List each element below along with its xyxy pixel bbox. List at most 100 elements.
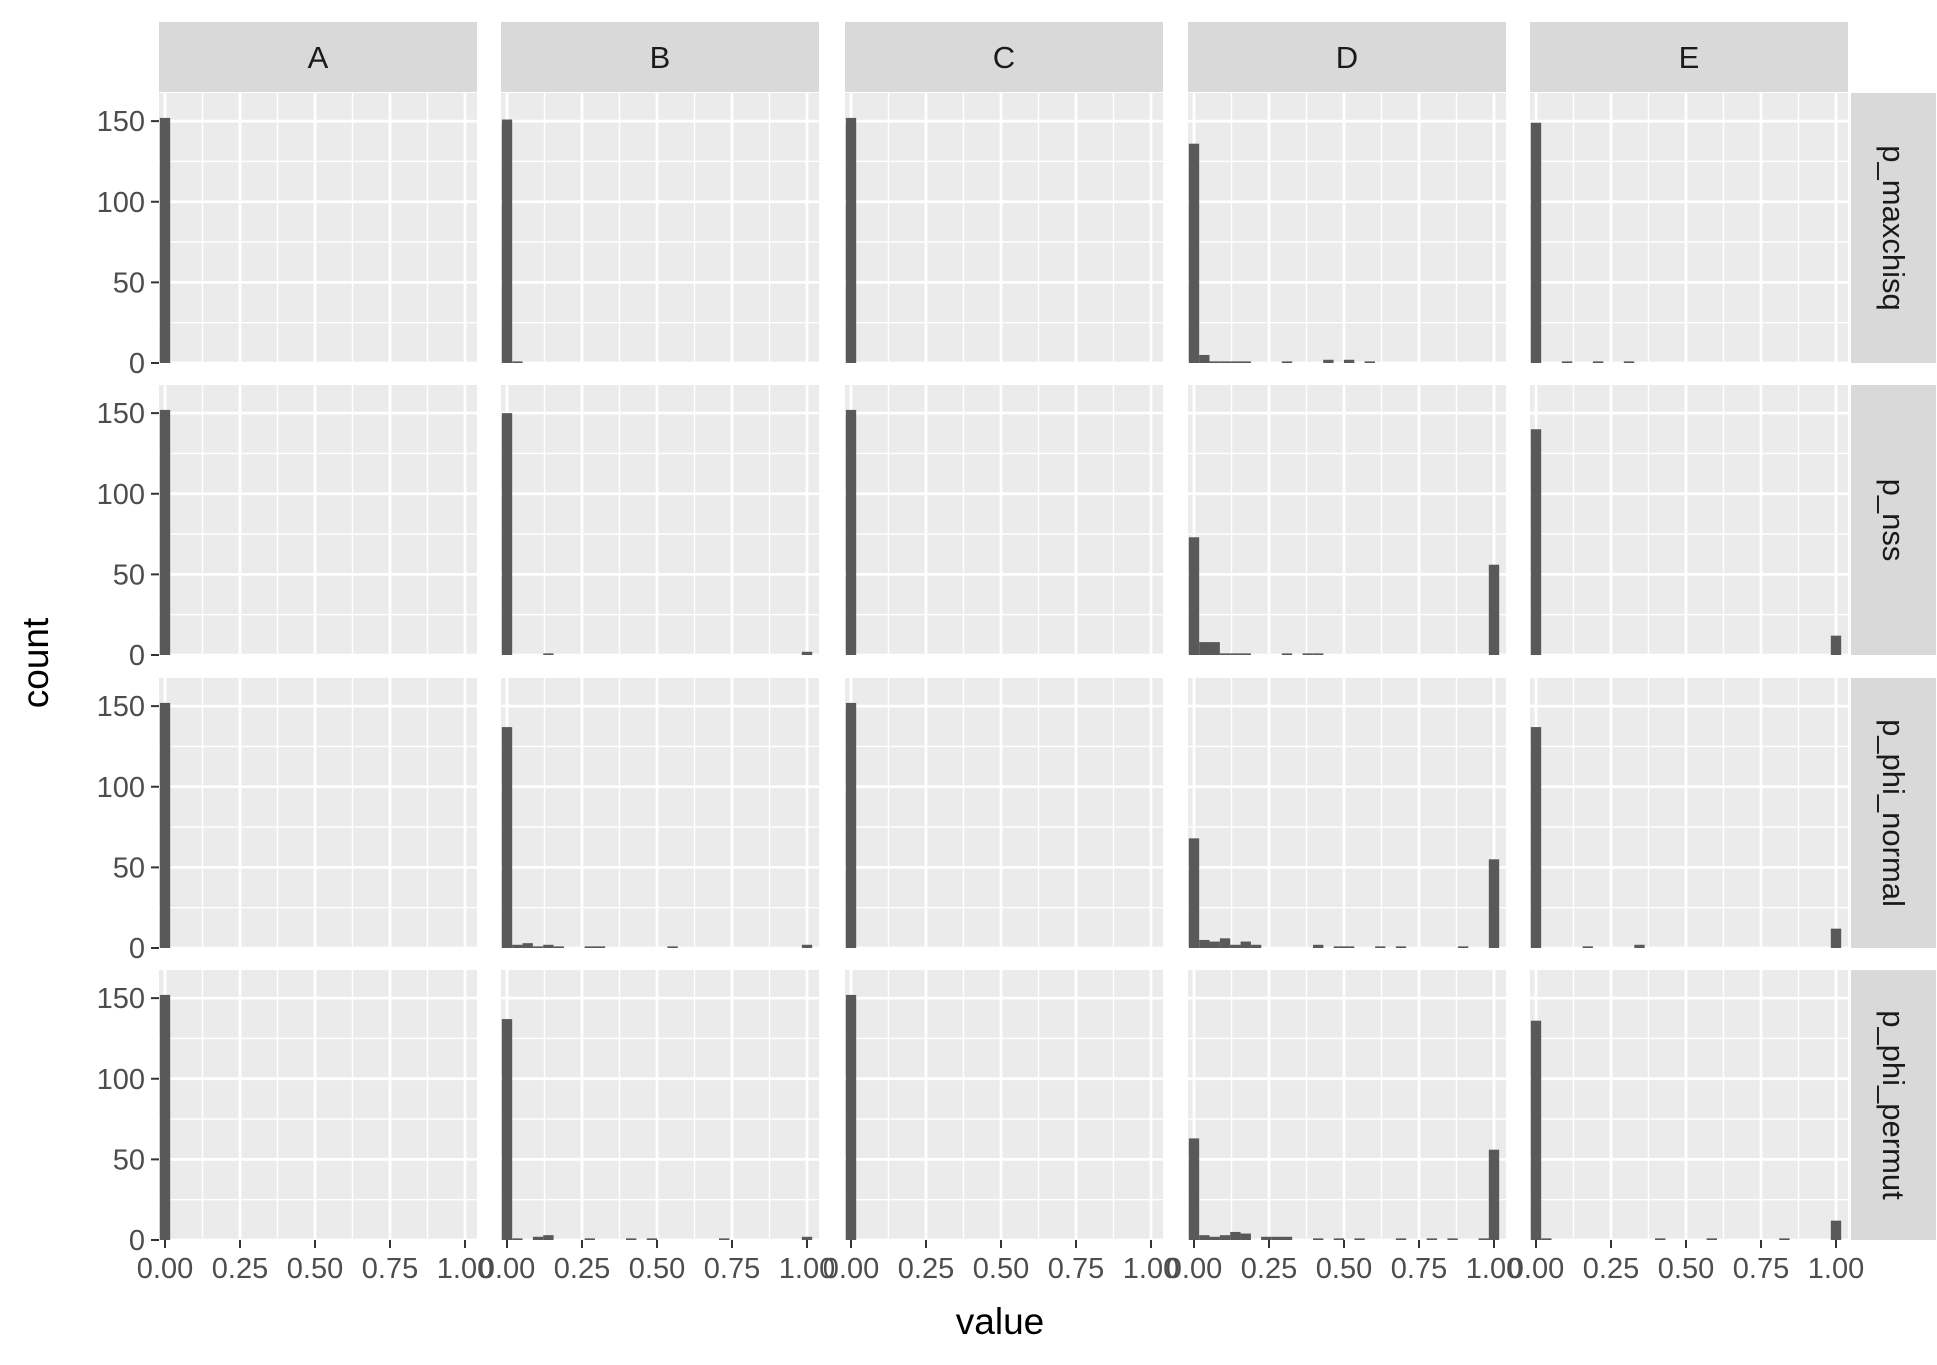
panel-background [159, 93, 477, 363]
histogram-bar [1281, 1236, 1293, 1240]
strip-label: C [993, 40, 1015, 75]
histogram-bar [532, 946, 544, 948]
x-tick-label: 0.25 [1583, 1253, 1639, 1285]
panels-layer [159, 93, 1848, 1242]
histogram-bar [1188, 1138, 1200, 1240]
y-tick-label: 100 [97, 1064, 145, 1096]
x-tick-label: 0.00 [1166, 1253, 1222, 1285]
histogram-bar [1488, 859, 1500, 948]
x-axis-title: value [956, 1301, 1044, 1342]
histogram-bar [845, 994, 857, 1240]
histogram-bar [1199, 642, 1210, 655]
x-tick-label: 0.00 [1508, 1253, 1564, 1285]
histogram-bar [646, 1238, 658, 1240]
histogram-bar [1830, 928, 1842, 948]
histogram-bar [1333, 1238, 1345, 1240]
x-tick-label: 0.25 [1241, 1253, 1297, 1285]
histogram-bar [1530, 727, 1542, 948]
x-tick-label: 0.50 [973, 1253, 1029, 1285]
strip-label: B [650, 40, 671, 75]
histogram-bar [1313, 944, 1324, 948]
y-tick-label: 50 [113, 852, 145, 884]
histogram-bar [532, 1236, 544, 1240]
histogram-bar [543, 653, 554, 655]
histogram-bar [1655, 1238, 1666, 1240]
x-tick-label: 0.75 [362, 1253, 418, 1285]
histogram-bar [1271, 1236, 1282, 1240]
panel-c-p-maxchisq [845, 93, 1163, 365]
y-tick-label: 150 [97, 983, 145, 1015]
panel-b-p-nss [501, 385, 819, 657]
panel-d-p-phi-normal [1188, 678, 1506, 950]
strip-background [1851, 385, 1936, 655]
x-tick-label: 0.00 [137, 1253, 193, 1285]
histogram-bar [1333, 946, 1345, 948]
x-tick-label: 0.50 [1658, 1253, 1714, 1285]
y-tick-label: 100 [97, 187, 145, 219]
histogram-bar [584, 1238, 595, 1240]
histogram-bar [1830, 1220, 1842, 1240]
histogram-bar [1323, 359, 1334, 363]
panel-a-p-phi-normal [159, 678, 477, 950]
histogram-bar [1530, 429, 1542, 655]
histogram-bar [1209, 941, 1220, 948]
histogram-bar [553, 946, 564, 948]
panel-background [159, 970, 477, 1240]
histogram-bar [1592, 361, 1604, 363]
strip-background [1851, 93, 1936, 363]
panel-background [501, 970, 819, 1240]
panel-a-p-nss [159, 385, 477, 657]
histogram-bar [1478, 1238, 1489, 1240]
strip-row-p-phi-normal: p_phi_normal [1851, 678, 1936, 948]
histogram-bar [1530, 122, 1542, 363]
histogram-bar [1457, 946, 1469, 948]
histogram-bar [1188, 838, 1200, 948]
panel-background [1188, 93, 1506, 363]
histogram-bar [501, 413, 513, 655]
y-tick-label: 150 [97, 106, 145, 138]
panel-d-p-phi-permut [1188, 970, 1506, 1242]
histogram-bar [512, 944, 523, 948]
panel-b-p-maxchisq [501, 93, 819, 365]
histogram-bar [1779, 1238, 1790, 1240]
histogram-bar [159, 117, 171, 364]
strip-label: D [1336, 40, 1358, 75]
strip-column-d: D [1188, 22, 1506, 92]
panel-background [1530, 970, 1848, 1240]
panel-b-p-phi-normal [501, 678, 819, 950]
histogram-bar [801, 944, 813, 948]
strip-row-p-phi-permut: p_phi_permut [1851, 970, 1936, 1240]
x-tick-label: 0.50 [287, 1253, 343, 1285]
y-tick-label: 0 [129, 640, 145, 672]
histogram-bar [159, 994, 171, 1240]
histogram-bar [1426, 1238, 1438, 1240]
x-tick-label: 1.00 [1466, 1253, 1522, 1285]
histogram-bar [1209, 642, 1220, 655]
x-tick-label: 0.50 [1316, 1253, 1372, 1285]
strip-background [501, 22, 819, 92]
y-tick-label: 150 [97, 691, 145, 723]
x-tick-label: 0.75 [1733, 1253, 1789, 1285]
strip-background [1188, 22, 1506, 92]
strip-background [1851, 678, 1936, 948]
panel-background [159, 678, 477, 948]
panel-background [501, 678, 819, 948]
histogram-bar [845, 702, 857, 948]
histogram-bar [522, 943, 533, 948]
x-tick-label: 1.00 [437, 1253, 493, 1285]
panel-background [845, 970, 1163, 1240]
histogram-bar [1364, 361, 1375, 363]
histogram-bar [584, 946, 595, 948]
panel-c-p-phi-permut [845, 970, 1163, 1242]
strips-layer: A B C D Ep_maxchisq p_nss p_phi_normal p_phi_pe… [159, 22, 1936, 1240]
histogram-bar [543, 1235, 554, 1240]
histogram-bar [501, 727, 513, 948]
histogram-bar [512, 1238, 523, 1240]
panel-b-p-phi-permut [501, 970, 819, 1242]
strip-label: p_maxchisq [1876, 145, 1911, 310]
histogram-bar [501, 1019, 513, 1240]
histogram-bar [667, 946, 678, 948]
histogram-bar [1830, 635, 1842, 655]
histogram-bar [1240, 941, 1251, 948]
